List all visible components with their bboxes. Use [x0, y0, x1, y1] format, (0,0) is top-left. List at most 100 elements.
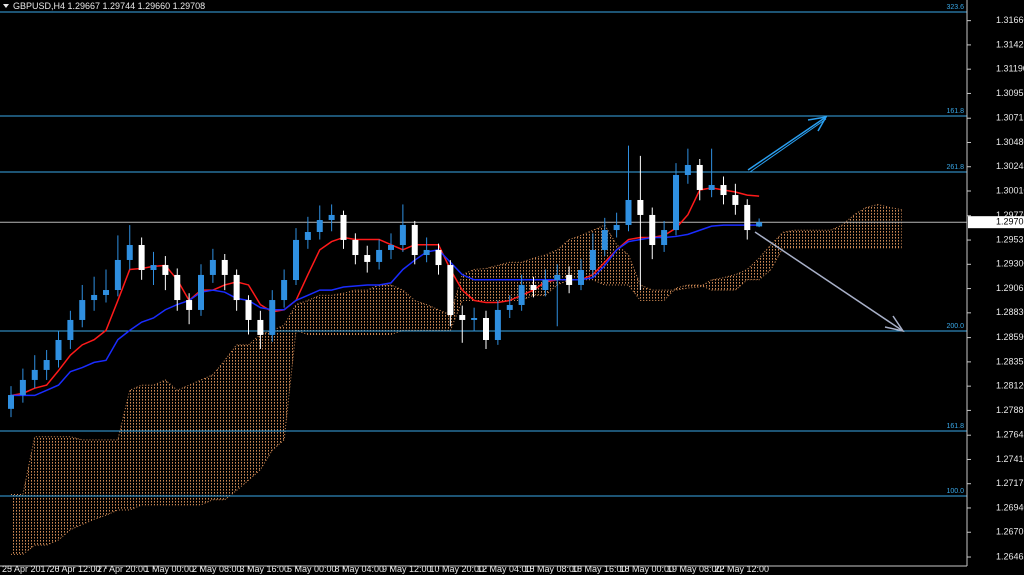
y-tick-label: 1.31660 — [996, 15, 1024, 25]
candle-body — [186, 300, 193, 310]
cloud-segment — [212, 360, 225, 500]
cloud-segment — [687, 284, 700, 289]
candle-body — [316, 220, 323, 232]
cloud-segment — [82, 439, 95, 525]
cloud-segment — [842, 214, 855, 248]
candle-body — [411, 224, 418, 256]
cloud-segment — [497, 262, 510, 301]
cloud-segment — [319, 295, 332, 335]
candle-body — [67, 319, 74, 340]
y-tick-label: 1.28590 — [996, 332, 1024, 342]
candle-body — [79, 300, 86, 320]
menu-triangle[interactable] — [3, 4, 9, 8]
candle-body — [8, 395, 14, 409]
x-tick-label: 18 May 00:00 — [620, 564, 675, 574]
cloud-segment — [676, 284, 688, 291]
cloud-segment — [272, 325, 285, 451]
y-tick-label: 1.30010 — [996, 185, 1024, 195]
y-tick-label: 1.26465 — [996, 551, 1024, 561]
x-tick-label: 16 May 16:00 — [572, 564, 627, 574]
candle-body — [138, 245, 145, 270]
candle-body — [352, 239, 359, 256]
candle-body — [376, 249, 383, 262]
cloud-segment — [355, 290, 368, 335]
cloud-segment — [771, 232, 783, 270]
arrow-up — [747, 116, 827, 171]
candle-body — [126, 245, 133, 260]
x-tick-label: 8 May 04:00 — [335, 564, 385, 574]
cloud-segment — [569, 235, 581, 280]
y-tick-label: 1.29300 — [996, 259, 1024, 269]
y-tick-label: 1.28830 — [996, 307, 1024, 317]
y-tick-label: 1.29535 — [996, 234, 1024, 244]
candle-body — [114, 259, 121, 291]
candle-body — [293, 239, 299, 281]
cloud-segment — [414, 300, 427, 331]
arrow-up — [749, 118, 827, 173]
x-tick-label: 25 Apr 2017 — [2, 564, 51, 574]
cloud-segment — [189, 379, 201, 505]
cloud-segment — [818, 230, 831, 248]
cloud-segment — [260, 330, 273, 470]
candle-body — [756, 222, 763, 227]
y-tick-label: 1.26705 — [996, 527, 1024, 537]
y-tick-label: 1.28120 — [996, 381, 1024, 391]
plot-area: 323.6 161.8 261.8 200.0 161.8 100.0 — [0, 4, 967, 555]
candle-body — [673, 175, 679, 231]
cloud-segment — [177, 385, 190, 505]
cloud-segment — [331, 293, 344, 335]
arrow-down — [754, 231, 904, 332]
y-tick-label: 1.28355 — [996, 356, 1024, 366]
cloud-segment — [747, 258, 760, 280]
indicator-line — [10, 187, 760, 397]
candle-body — [257, 319, 264, 335]
cloud-segment — [367, 284, 380, 335]
candle-body — [304, 231, 311, 240]
candle-body — [494, 309, 501, 340]
candle-body — [221, 259, 228, 275]
candle-body — [542, 280, 549, 291]
cloud-segment — [46, 436, 59, 546]
candle-body — [637, 199, 644, 215]
cloud-segment — [117, 390, 130, 511]
cloud-segment — [165, 379, 178, 505]
cloud-segment — [58, 436, 71, 540]
candle-body — [708, 185, 715, 190]
candle-body — [281, 280, 288, 301]
candle-body — [150, 265, 157, 270]
x-tick-label: 27 Apr 20:00 — [97, 564, 148, 574]
cloud-segment — [201, 374, 213, 505]
candle-body — [613, 224, 620, 231]
candle-body — [423, 249, 430, 256]
cloud-segment — [450, 274, 463, 331]
candle-body — [483, 318, 489, 340]
cloud-segment — [307, 295, 320, 335]
cloud-segment — [723, 274, 736, 291]
x-tick-label: 2 May 08:00 — [192, 564, 242, 574]
candle-body — [732, 195, 739, 205]
level-label: 161.8 — [946, 108, 964, 115]
level-label: 261.8 — [946, 164, 964, 171]
candle-body — [388, 245, 394, 250]
cloud-segment — [296, 300, 308, 335]
x-tick-label: 19 May 08:00 — [667, 564, 722, 574]
candle-body — [459, 315, 466, 320]
cloud-segment — [664, 288, 676, 301]
candle-body — [31, 369, 38, 380]
candle-body — [399, 224, 406, 246]
candle-body — [578, 269, 584, 285]
y-tick-label: 1.27410 — [996, 454, 1024, 464]
x-tick-label: 1 May 00:00 — [145, 564, 195, 574]
candle-body — [43, 360, 50, 370]
candle-body — [435, 249, 442, 266]
candle-body — [506, 304, 513, 310]
x-tick-label: 5 May 00:00 — [287, 564, 337, 574]
x-tick-label: 12 May 04:00 — [477, 564, 532, 574]
y-tick-label: 1.27885 — [996, 405, 1024, 415]
candle-body — [589, 249, 596, 270]
cloud-segment — [830, 225, 843, 248]
y-tick-label: 1.29065 — [996, 283, 1024, 293]
price-tag — [968, 216, 1024, 229]
cloud-segment — [343, 290, 356, 335]
